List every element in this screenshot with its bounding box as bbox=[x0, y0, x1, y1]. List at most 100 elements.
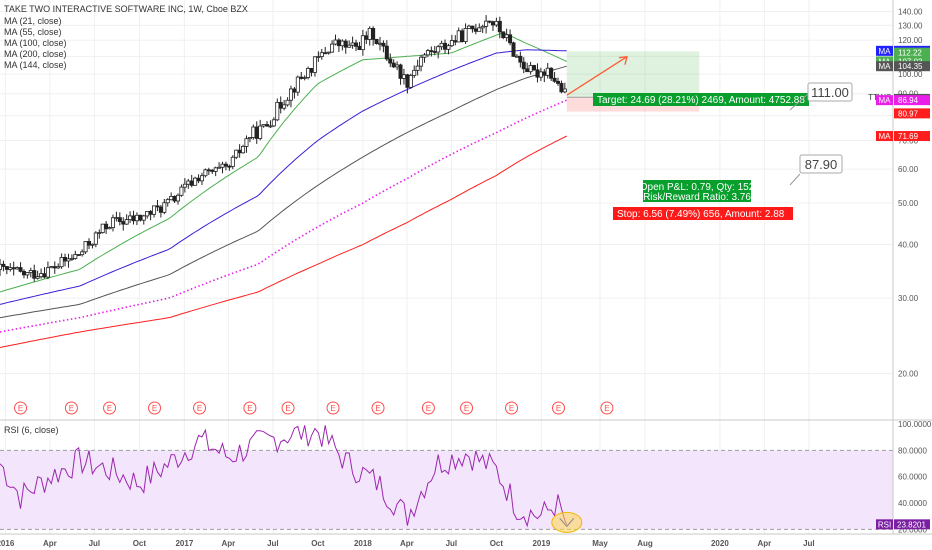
earnings-marker[interactable]: E bbox=[460, 401, 474, 415]
callout-low-box[interactable] bbox=[799, 154, 843, 174]
profit-zone[interactable] bbox=[566, 51, 700, 98]
rsi-tick-label: 60.0000 bbox=[898, 473, 927, 482]
time-tick-label: May bbox=[592, 539, 608, 548]
price-tick-label: 30.00 bbox=[898, 294, 919, 303]
earnings-marker[interactable]: E bbox=[505, 401, 519, 415]
candle-body bbox=[282, 104, 287, 109]
price-badge-value: 104.35 bbox=[898, 62, 923, 71]
earnings-marker[interactable]: E bbox=[281, 401, 295, 415]
time-tick-label: Oct bbox=[490, 539, 504, 548]
stop-label: Stop: 6.56 (7.49%) 656, Amount: 2.88 bbox=[617, 209, 785, 220]
candle-body bbox=[90, 243, 95, 246]
candle-body bbox=[227, 165, 232, 168]
callout-high: 111.00 bbox=[811, 85, 849, 100]
time-tick-label: 2018 bbox=[354, 539, 372, 548]
candle-body bbox=[134, 214, 139, 222]
earnings-marker[interactable]: E bbox=[148, 401, 162, 415]
earnings-marker[interactable]: E bbox=[103, 401, 117, 415]
earnings-marker[interactable]: E bbox=[600, 401, 614, 415]
candle-body bbox=[497, 20, 502, 33]
candle-body bbox=[405, 74, 410, 88]
candle-body bbox=[367, 27, 372, 40]
candle-body bbox=[306, 68, 311, 78]
time-axis[interactable]: 2016 Apr Jul Oct 2017 Apr Jul Oct 2018 Apr Jul Oct 2… bbox=[0, 539, 815, 548]
candle-body bbox=[247, 137, 252, 140]
earnings-marker-circle bbox=[421, 401, 435, 415]
rsi-tick-label: 80.0000 bbox=[898, 446, 927, 455]
candle-body bbox=[196, 177, 201, 182]
price-badge-box bbox=[894, 47, 930, 58]
time-tick-label: Apr bbox=[400, 539, 414, 548]
legend-ma-100: MA (100, close) bbox=[4, 38, 67, 48]
ma-line bbox=[0, 32, 568, 293]
candle-body bbox=[271, 119, 276, 127]
candle-body bbox=[521, 61, 526, 70]
projection-arrow bbox=[566, 56, 628, 96]
annotations[interactable]: Target: 24.69 (28.21%) 2469, Amount: 475… bbox=[593, 82, 853, 220]
candle-body bbox=[432, 51, 437, 53]
candle-body bbox=[285, 99, 290, 106]
candle-body bbox=[443, 42, 448, 50]
earnings-marker[interactable]: E bbox=[193, 401, 207, 415]
price-tick-label: 20.00 bbox=[898, 369, 919, 378]
earnings-marker-label: E bbox=[556, 404, 561, 413]
pnl-label-box bbox=[643, 180, 751, 202]
price-badge-box bbox=[894, 131, 930, 142]
candle-body bbox=[381, 42, 386, 47]
candle-body bbox=[436, 46, 441, 53]
earnings-marker[interactable]: E bbox=[326, 401, 340, 415]
candle-body bbox=[145, 211, 150, 217]
candle-body bbox=[511, 42, 516, 57]
price-badges: MA113.33112.22MA107.03MA104.35TTWO88.328… bbox=[868, 45, 930, 530]
earnings-marker[interactable]: E bbox=[371, 401, 385, 415]
earnings-marker-label: E bbox=[247, 404, 252, 413]
candle-body bbox=[508, 34, 513, 44]
time-tick-label: Jul bbox=[446, 539, 458, 548]
candle-body bbox=[80, 251, 85, 256]
candle-body bbox=[165, 199, 170, 204]
candle-body bbox=[295, 76, 300, 93]
time-tick-label: Apr bbox=[221, 539, 235, 548]
candle-body bbox=[401, 74, 406, 79]
candle-body bbox=[460, 30, 465, 42]
earnings-marker[interactable]: E bbox=[64, 401, 78, 415]
candle-body bbox=[32, 270, 37, 279]
candle-body bbox=[288, 88, 293, 101]
earnings-marker-label: E bbox=[285, 404, 290, 413]
earnings-marker[interactable]: E bbox=[243, 401, 257, 415]
legend-ma-21: MA (21, close) bbox=[4, 16, 62, 26]
price-tick-label: 40.00 bbox=[898, 241, 919, 250]
candle-body bbox=[333, 39, 338, 45]
candle-body bbox=[93, 232, 98, 245]
candle-body bbox=[73, 254, 78, 259]
earnings-marker[interactable]: E bbox=[551, 401, 565, 415]
candle-body bbox=[480, 25, 485, 29]
time-tick-label: Aug bbox=[637, 539, 653, 548]
earnings-marker-circle bbox=[64, 401, 78, 415]
earnings-marker[interactable]: E bbox=[421, 401, 435, 415]
earnings-marker-circle bbox=[14, 401, 28, 415]
ma-line bbox=[0, 49, 567, 305]
candle-body bbox=[223, 163, 228, 167]
rsi-tick-label: 20.0000 bbox=[898, 525, 927, 534]
price-badge-value: 86.94 bbox=[898, 96, 919, 105]
candle-body bbox=[217, 166, 222, 169]
candle-body bbox=[261, 124, 266, 127]
candle-body bbox=[466, 25, 471, 29]
candle-body bbox=[470, 25, 475, 30]
candle-body bbox=[371, 27, 376, 40]
candle-body bbox=[172, 195, 177, 202]
ma-line bbox=[0, 65, 567, 319]
candle-body bbox=[490, 21, 495, 26]
earnings-marker[interactable]: E bbox=[14, 401, 28, 415]
callout-high-box[interactable] bbox=[807, 82, 853, 102]
candle-body bbox=[456, 30, 461, 43]
price-badge-tag-label: MA bbox=[879, 132, 892, 141]
legend-rsi: RSI (6, close) bbox=[4, 425, 59, 435]
time-tick-label: Oct bbox=[311, 539, 325, 548]
candle-body bbox=[487, 20, 492, 23]
legend-title: TAKE TWO INTERACTIVE SOFTWARE INC, 1W, C… bbox=[4, 4, 248, 14]
candle-body bbox=[473, 28, 478, 32]
price-tick-label: 130.00 bbox=[898, 21, 923, 30]
earnings-marker-label: E bbox=[197, 404, 202, 413]
